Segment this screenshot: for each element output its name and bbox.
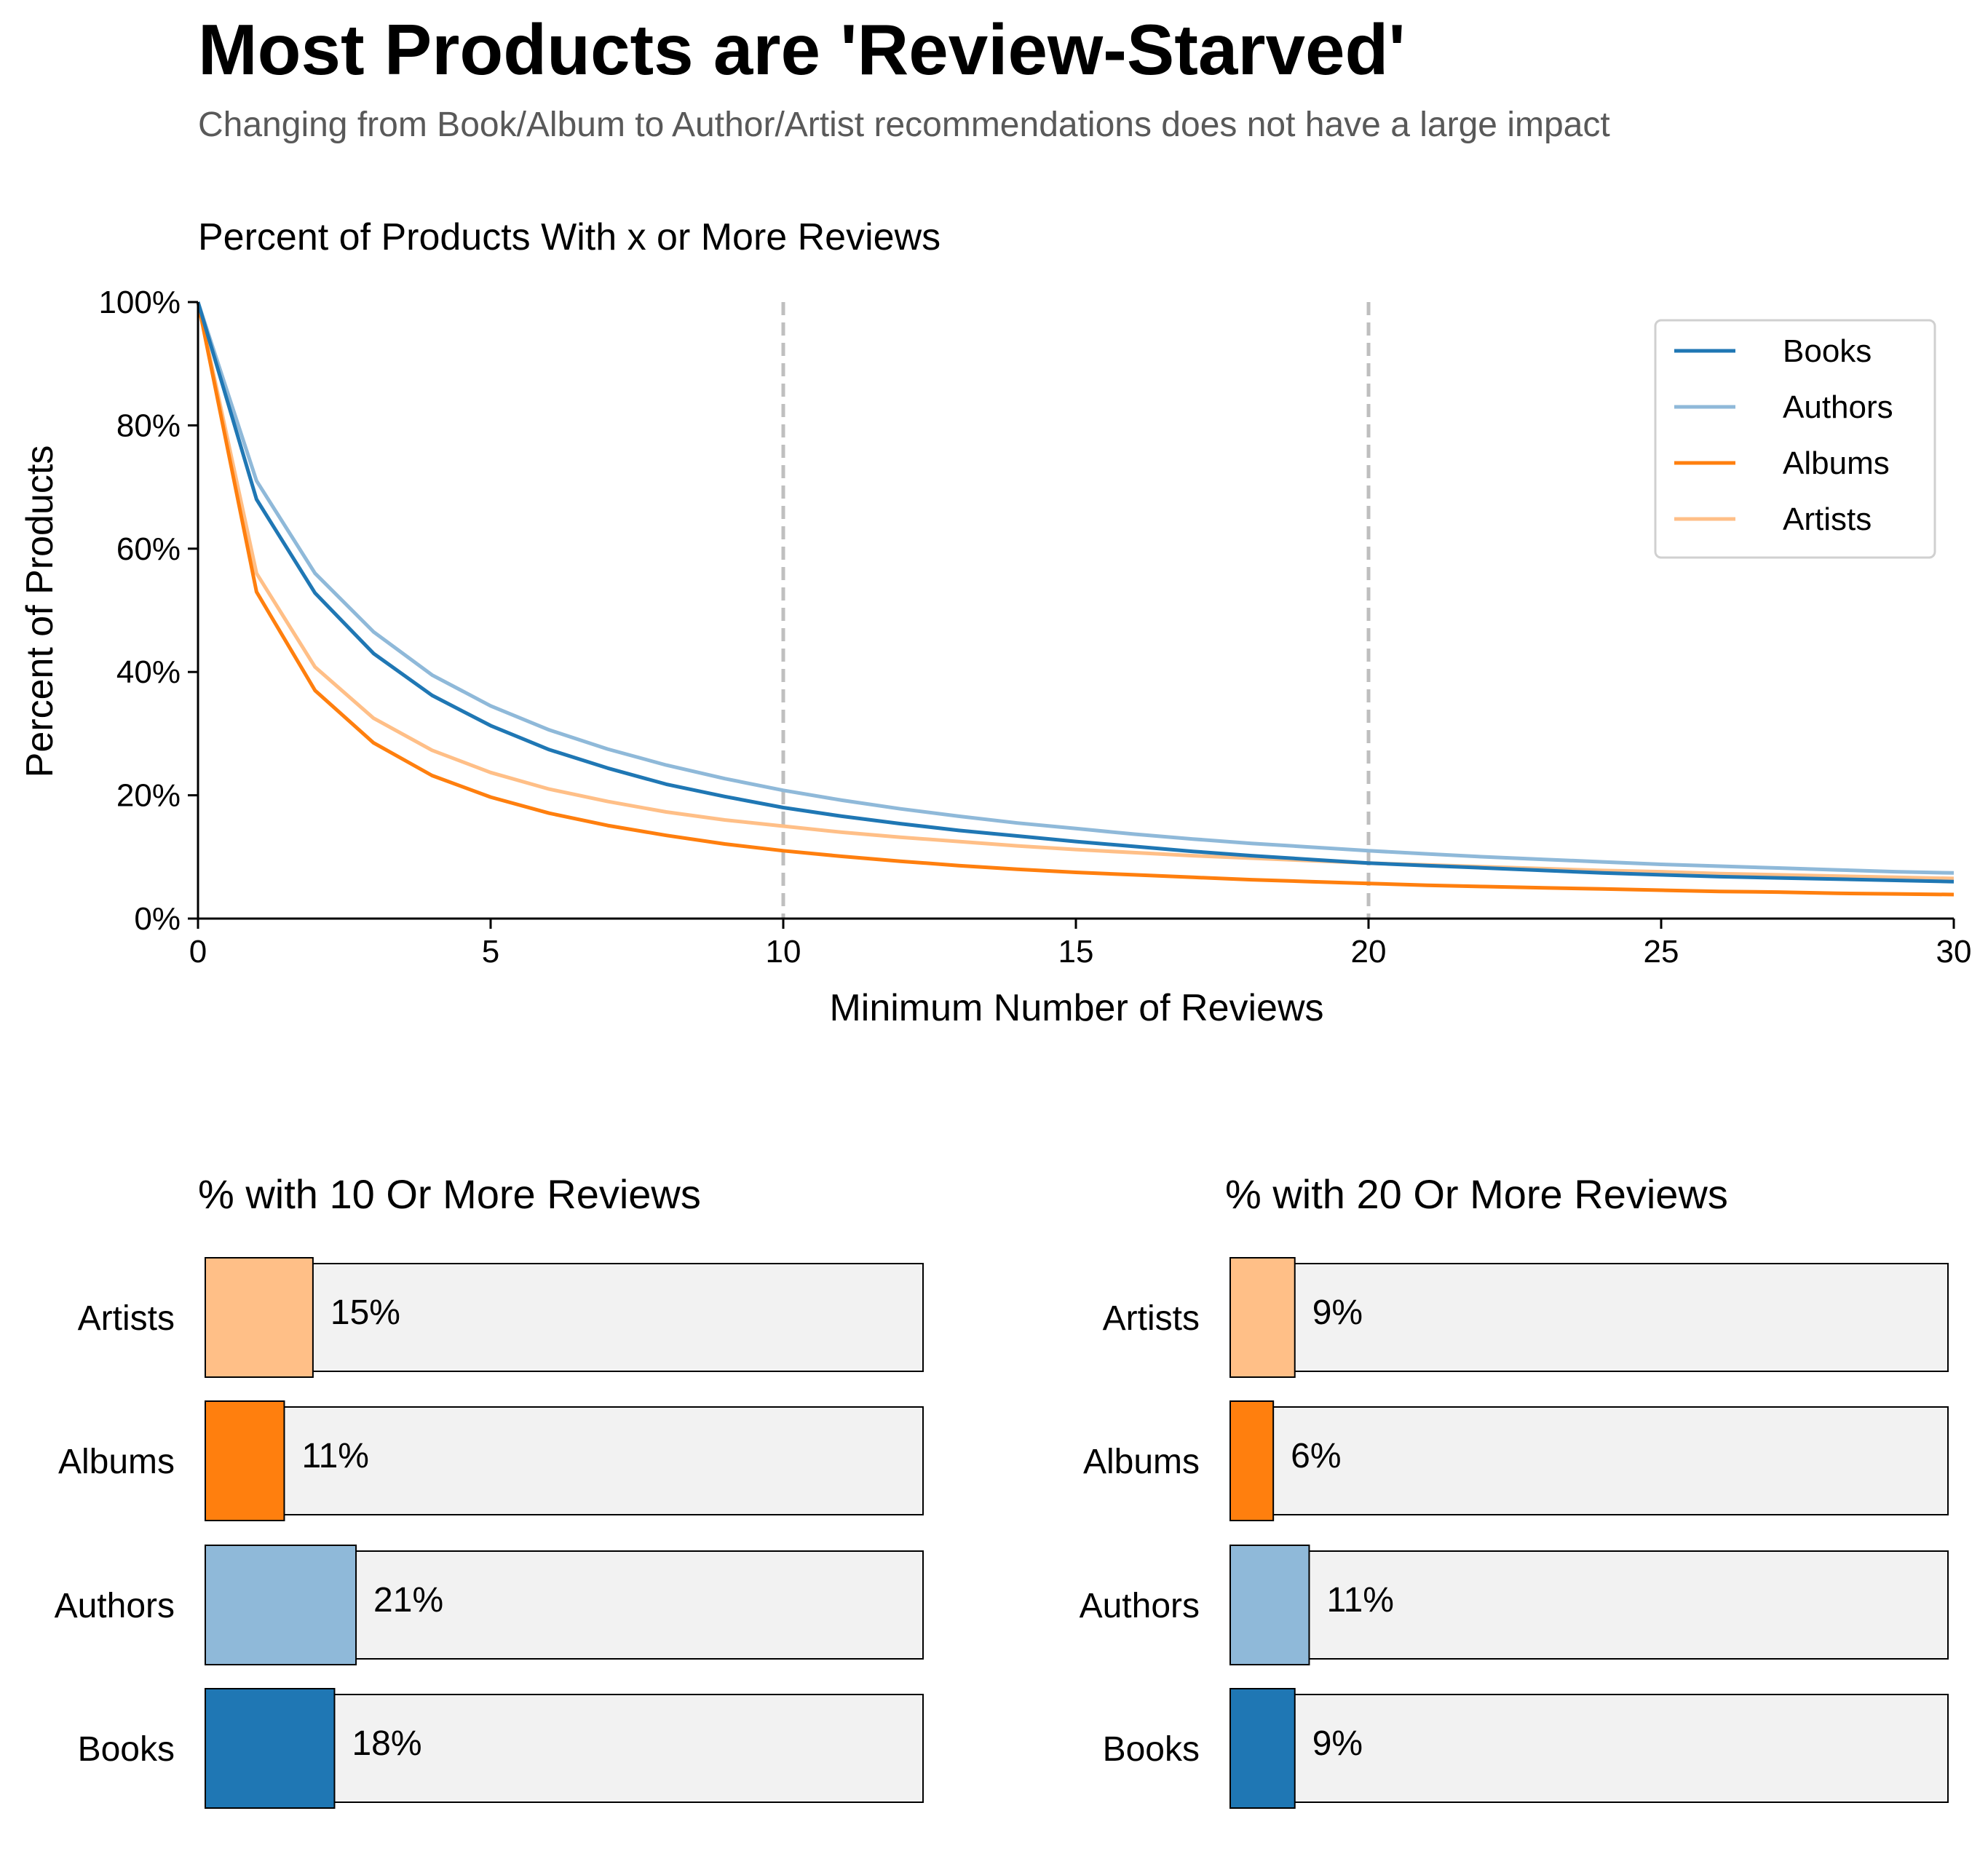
bar-books — [1229, 1688, 1296, 1809]
x-tick-label: 25 — [1644, 934, 1679, 970]
bar-background — [205, 1263, 924, 1372]
bar-category-label: Artists — [1103, 1299, 1200, 1338]
bar-chart-20-reviews: % with 20 Or More Reviews Artists 9% Album… — [1080, 1171, 1949, 1809]
legend-label-albums: Albums — [1783, 445, 1890, 481]
bar-value-label: 11% — [1326, 1581, 1394, 1620]
line-chart-title: Percent of Products With x or More Revie… — [198, 216, 940, 258]
series-line-authors — [196, 301, 1955, 875]
line-chart-reference-lines — [781, 302, 1371, 919]
y-tick-label: 60% — [116, 531, 181, 567]
series-line-artists — [196, 301, 1955, 881]
bar-chart-10-reviews: % with 10 Or More Reviews Artists 15% Albu… — [55, 1171, 924, 1809]
bar-chart-title: % with 20 Or More Reviews — [1225, 1171, 1728, 1217]
line-chart-axes: 0 5 10 15 20 25 30 0% 20% 40% 60% 80% 100% — [98, 285, 1971, 970]
bar-chart-title: % with 10 Or More Reviews — [198, 1171, 701, 1217]
series-line-books — [196, 301, 1955, 884]
x-tick-label: 20 — [1351, 934, 1387, 970]
bar-background — [1229, 1406, 1949, 1515]
bar-value-label: 18% — [352, 1724, 421, 1763]
bar-background — [1229, 1550, 1949, 1660]
bar-category-label: Authors — [55, 1587, 175, 1625]
bar-artists — [205, 1257, 314, 1378]
y-tick-label: 40% — [116, 654, 181, 690]
x-tick-label: 5 — [482, 934, 499, 970]
bar-value-label: 9% — [1312, 1724, 1363, 1763]
x-tick-label: 10 — [766, 934, 801, 970]
page-title: Most Products are 'Review-Starved' — [198, 9, 1406, 90]
bar-background — [1229, 1694, 1949, 1803]
bar-category-label: Artists — [78, 1299, 175, 1338]
line-chart: Percent of Products With x or More Revie… — [19, 216, 1971, 1029]
legend: Books Authors Albums Artists — [1654, 319, 1936, 559]
bar-value-label: 9% — [1312, 1293, 1363, 1332]
series-line-albums — [196, 301, 1955, 897]
y-axis-label: Percent of Products — [19, 445, 61, 778]
bar-background — [205, 1406, 924, 1515]
bar-value-label: 6% — [1291, 1437, 1341, 1475]
legend-label-books: Books — [1783, 333, 1872, 369]
x-tick-label: 30 — [1936, 934, 1972, 970]
bar-category-label: Books — [78, 1730, 175, 1769]
bar-value-label: 21% — [373, 1581, 443, 1620]
x-tick-label: 15 — [1058, 934, 1094, 970]
legend-label-authors: Authors — [1783, 389, 1893, 425]
x-axis-label: Minimum Number of Reviews — [829, 987, 1323, 1029]
bar-category-label: Albums — [58, 1443, 175, 1481]
bar-value-label: 15% — [330, 1293, 400, 1332]
y-tick-label: 0% — [134, 901, 181, 937]
y-tick-label: 80% — [116, 408, 181, 443]
bar-books — [205, 1688, 336, 1809]
bar-category-label: Albums — [1083, 1443, 1200, 1481]
x-tick-label: 0 — [189, 934, 207, 970]
bar-authors — [205, 1545, 357, 1665]
y-tick-label: 100% — [98, 285, 181, 320]
page-subtitle: Changing from Book/Album to Author/Artis… — [198, 106, 1610, 144]
bar-background — [1229, 1263, 1949, 1372]
y-tick-label: 20% — [116, 778, 181, 814]
line-chart-series — [196, 301, 1955, 897]
bar-category-label: Authors — [1080, 1587, 1200, 1625]
bar-albums — [1229, 1400, 1275, 1521]
legend-frame — [1654, 319, 1936, 559]
bar-artists — [1229, 1257, 1296, 1378]
bar-authors — [1229, 1545, 1310, 1665]
bar-albums — [205, 1400, 285, 1521]
bar-value-label: 11% — [301, 1437, 369, 1475]
bar-category-label: Books — [1103, 1730, 1200, 1769]
legend-label-artists: Artists — [1783, 502, 1872, 537]
